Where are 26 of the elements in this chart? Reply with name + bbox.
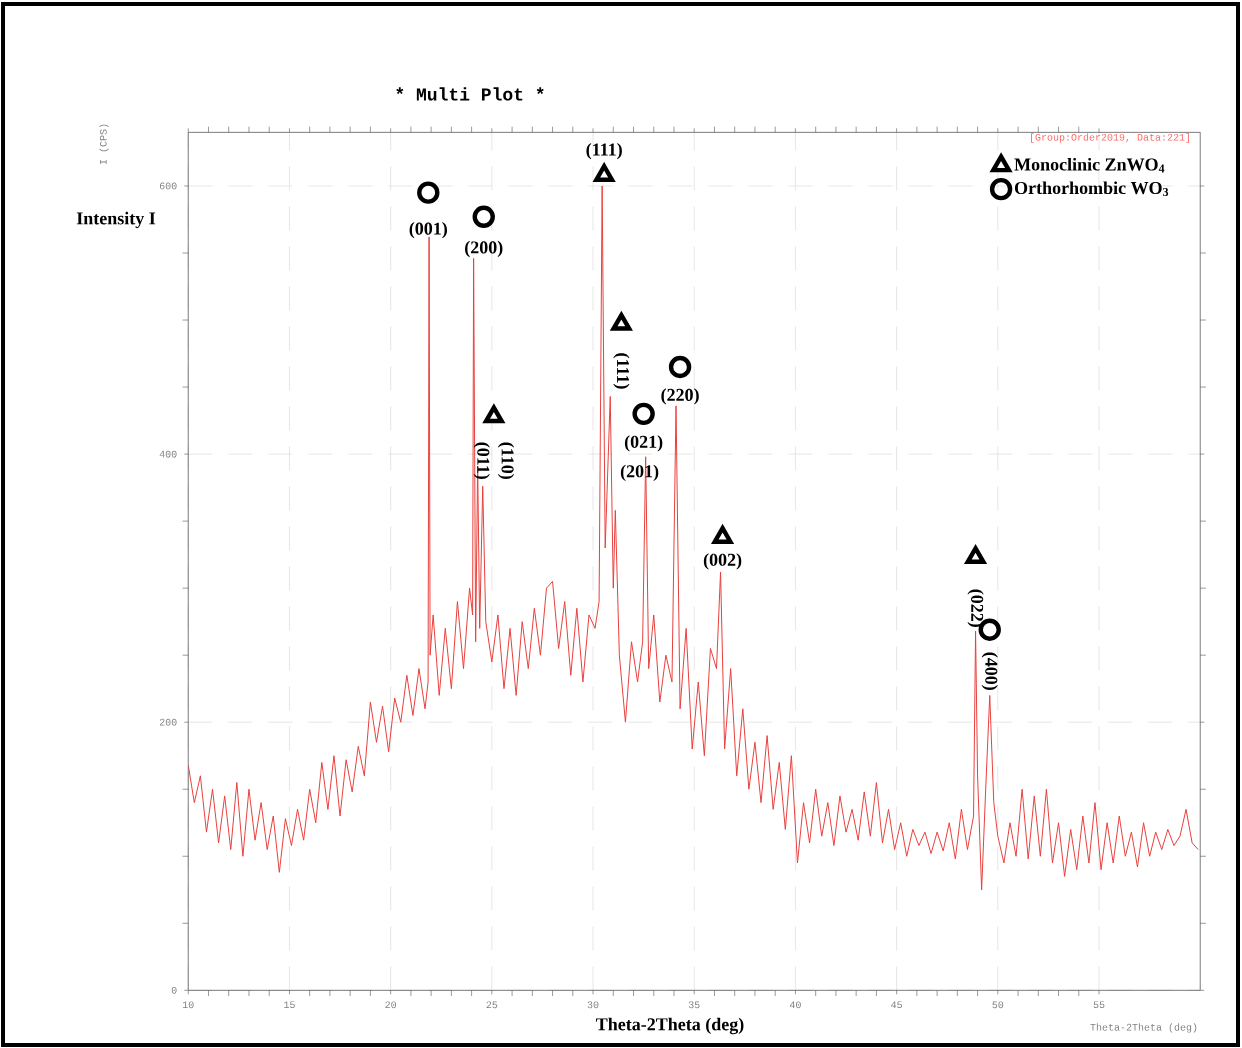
chart-title: * Multi Plot * <box>396 87 544 101</box>
annotation: (110) <box>497 442 515 479</box>
line-series <box>188 185 1199 891</box>
annotation: (021) <box>624 435 663 452</box>
legend-label: Monoclinic ZnWO$_{4}$ <box>1014 157 1165 173</box>
annotation: (220) <box>661 388 699 405</box>
y-axis-title: Intensity I <box>76 211 156 229</box>
annotation: (001) <box>409 222 447 239</box>
point <box>668 355 692 379</box>
point <box>712 526 733 544</box>
point <box>611 312 632 331</box>
annotation: (111) <box>586 142 622 160</box>
point <box>472 205 495 229</box>
annotation: (002) <box>703 553 742 570</box>
annotation: (400) <box>981 652 998 690</box>
legend-label: Orthorhombic WO$_{3}$ <box>1014 181 1169 197</box>
annotation: (111) <box>613 353 630 389</box>
point <box>417 181 440 204</box>
point <box>632 402 655 426</box>
x-axis-title: Theta-2Theta (deg) <box>596 1017 744 1035</box>
annotation: (011) <box>473 442 490 479</box>
annotation: (200) <box>465 240 503 258</box>
point <box>594 164 615 182</box>
annotation: (022) <box>967 589 984 627</box>
point <box>483 405 504 424</box>
point <box>965 546 986 565</box>
